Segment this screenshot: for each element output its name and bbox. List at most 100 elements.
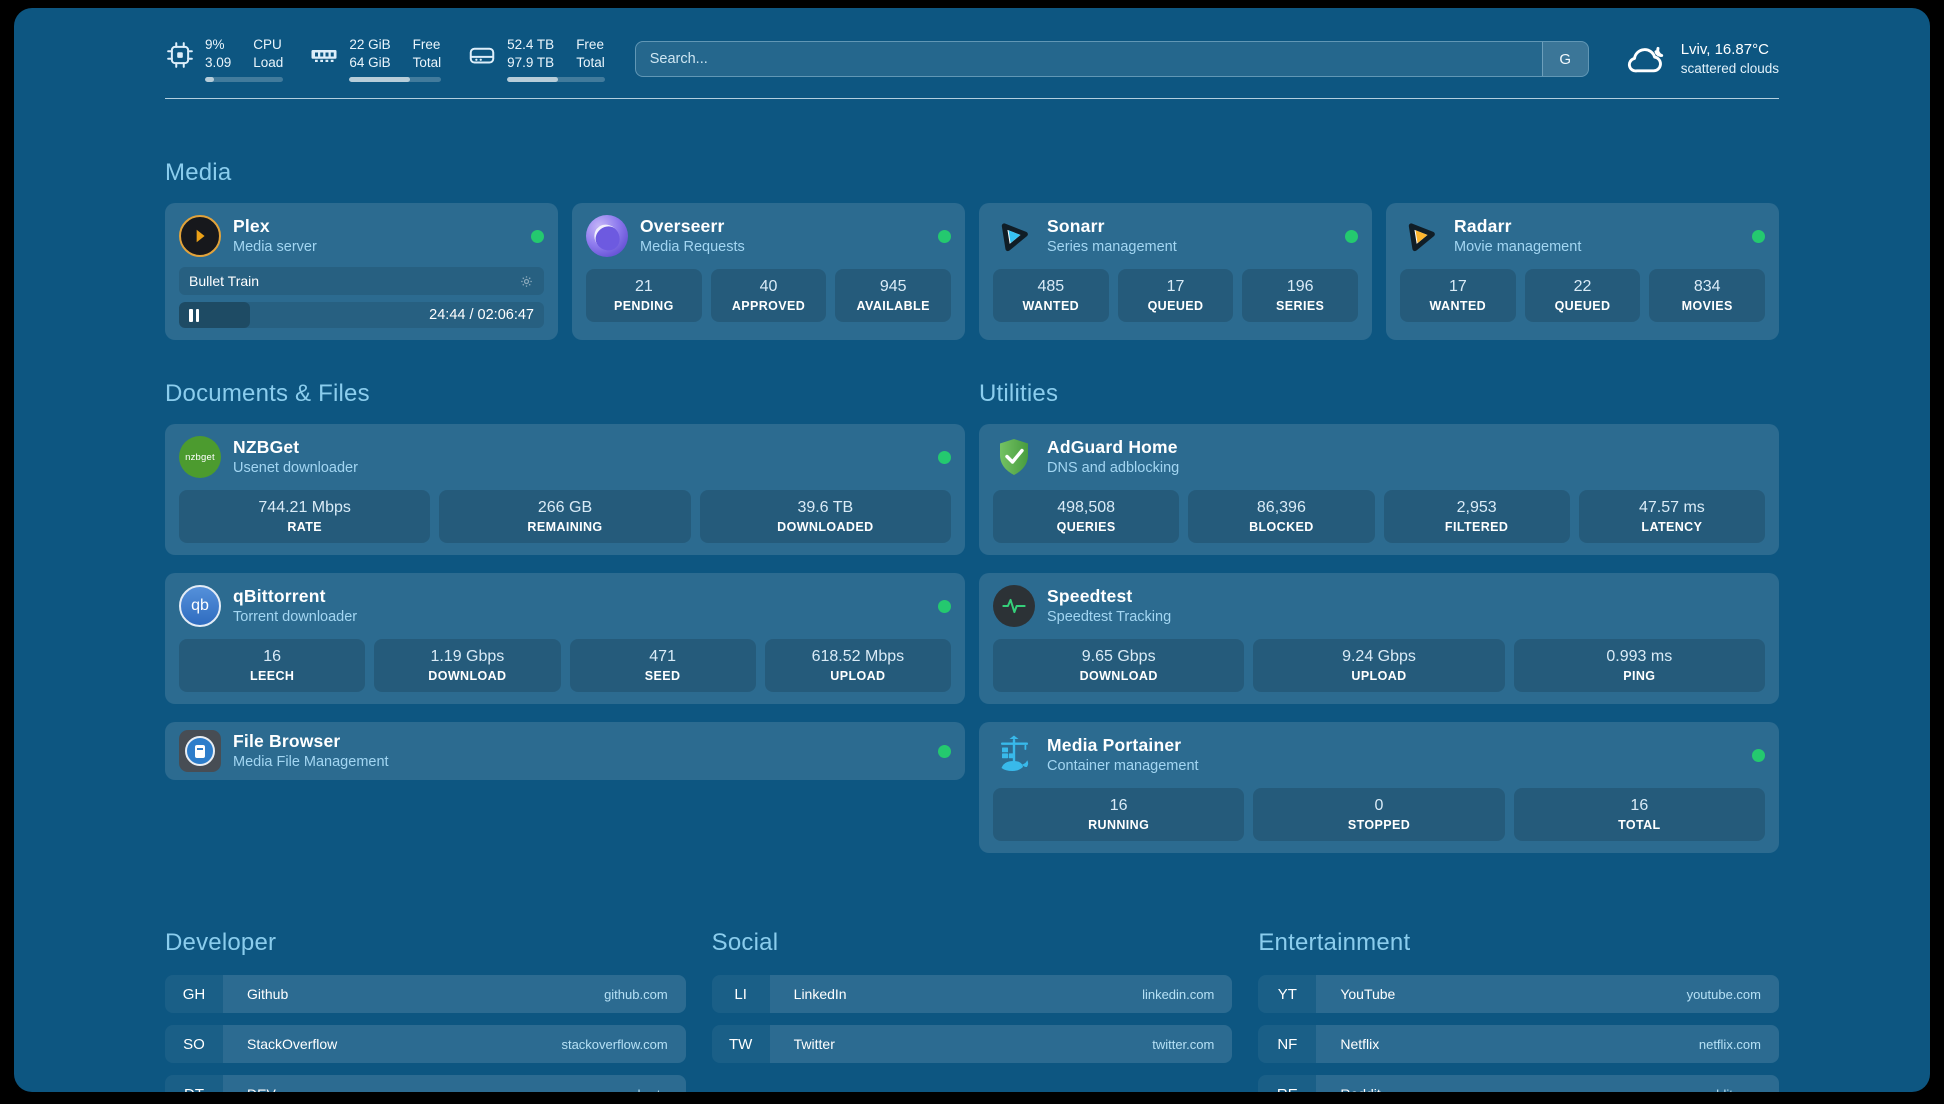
bookmark-url: stackoverflow.com	[561, 1036, 668, 1052]
memory-progress-bar	[349, 77, 442, 82]
plex-icon	[179, 215, 221, 257]
service-card-nzbget[interactable]: nzbget NZBGet Usenet downloader 744.21 M…	[165, 424, 965, 555]
bookmark-name: YouTube	[1340, 986, 1396, 1002]
service-card-speedtest[interactable]: Speedtest Speedtest Tracking 9.65 Gbps D…	[979, 573, 1779, 704]
media-cards-row: Plex Media server Bullet Train	[165, 203, 1779, 340]
bookmark-url: reddit.com	[1700, 1087, 1761, 1093]
bookmark-url: twitter.com	[1152, 1036, 1215, 1052]
bookmarks-row: Developer GH Github github.com SO StackO…	[165, 929, 1779, 1092]
section-title-entertainment: Entertainment	[1258, 929, 1411, 956]
top-bar: 9% 3.09 CPU Load	[165, 36, 1779, 82]
bookmark-abbr: DT	[165, 1075, 223, 1092]
stat-box: 40 APPROVED	[710, 269, 827, 322]
portainer-icon	[993, 734, 1035, 776]
bookmark-github[interactable]: GH Github github.com	[165, 975, 686, 1013]
bookmark-abbr: SO	[165, 1025, 223, 1063]
bookmark-group-entertainment: Entertainment YT YouTube youtube.com NF …	[1258, 929, 1779, 1092]
bookmark-url: netflix.com	[1698, 1036, 1761, 1052]
service-desc: Series management	[1047, 238, 1177, 255]
stat-box: 16 TOTAL	[1513, 788, 1765, 841]
bookmark-stackoverflow[interactable]: SO StackOverflow stackoverflow.com	[165, 1025, 686, 1063]
service-card-adguard[interactable]: AdGuard Home DNS and adblocking 498,508 …	[979, 424, 1779, 555]
memory-widget: 22 GiB 64 GiB Free Total	[309, 36, 442, 82]
memory-total-label: Total	[412, 55, 442, 70]
cpu-progress-bar	[205, 77, 284, 82]
status-dot	[938, 744, 951, 758]
bookmark-url: youtube.com	[1686, 986, 1761, 1002]
service-card-radarr[interactable]: Radarr Movie management 17 WANTED 22 QUE…	[1386, 203, 1779, 340]
service-desc: Container management	[1047, 757, 1199, 774]
gear-icon[interactable]	[519, 274, 534, 289]
stat-box: 471 SEED	[569, 639, 756, 692]
service-card-qbittorrent[interactable]: qb qBittorrent Torrent downloader 16 LEE…	[165, 573, 965, 704]
stat-box: 21 PENDING	[586, 269, 702, 322]
pause-icon[interactable]	[189, 308, 199, 322]
stat-box: 39.6 TB DOWNLOADED	[699, 490, 951, 543]
service-name: AdGuard Home	[1047, 436, 1178, 457]
disk-widget: 52.4 TB 97.9 TB Free Total	[467, 36, 605, 82]
service-card-overseerr[interactable]: Overseerr Media Requests 21 PENDING 40 A…	[572, 203, 965, 340]
service-card-portainer[interactable]: Media Portainer Container management 16 …	[979, 722, 1779, 853]
bookmark-dev[interactable]: DT DEV dev.to	[165, 1075, 686, 1092]
bookmark-url: github.com	[604, 986, 668, 1002]
service-name: Sonarr	[1047, 215, 1105, 236]
status-dot	[938, 450, 951, 464]
status-dot	[1752, 229, 1765, 243]
bookmark-twitter[interactable]: TW Twitter twitter.com	[711, 1025, 1233, 1063]
status-dot	[938, 599, 951, 613]
service-card-filebrowser[interactable]: File Browser Media File Management	[165, 722, 965, 780]
service-name: Plex	[233, 215, 270, 236]
dashboard-page: 9% 3.09 CPU Load	[14, 8, 1930, 1092]
stat-box: 196 SERIES	[1242, 269, 1359, 322]
memory-total-value: 64 GiB	[349, 55, 391, 70]
playback-progress[interactable]: 24:44 / 02:06:47	[179, 302, 544, 328]
cpu-load-value: 3.09	[205, 55, 232, 70]
bookmark-name: LinkedIn	[793, 986, 847, 1002]
stat-box: 485 WANTED	[993, 269, 1109, 322]
stat-box: 2,953 FILTERED	[1383, 490, 1570, 543]
bookmark-name: Reddit	[1340, 1086, 1380, 1092]
resource-widgets: 9% 3.09 CPU Load	[165, 36, 605, 82]
service-name: Media Portainer	[1047, 734, 1182, 755]
service-desc: Media server	[233, 238, 317, 255]
bookmark-name: Twitter	[793, 1036, 835, 1052]
bookmark-group-developer: Developer GH Github github.com SO StackO…	[165, 929, 686, 1092]
stat-box: 0 STOPPED	[1253, 788, 1505, 841]
stat-box: 17 WANTED	[1400, 269, 1516, 322]
stat-box: 47.57 ms LATENCY	[1578, 490, 1765, 543]
disk-progress-bar	[507, 77, 605, 82]
bookmark-abbr: GH	[165, 975, 223, 1013]
service-desc: Usenet downloader	[233, 459, 358, 476]
cloud-icon	[1627, 46, 1663, 73]
service-card-sonarr[interactable]: Sonarr Series management 485 WANTED 17 Q…	[979, 203, 1372, 340]
stat-box: 9.24 Gbps UPLOAD	[1253, 639, 1505, 692]
service-card-plex[interactable]: Plex Media server Bullet Train	[165, 203, 558, 340]
disk-total-label: Total	[576, 55, 605, 70]
filebrowser-icon	[179, 730, 221, 772]
service-desc: Torrent downloader	[233, 608, 358, 625]
search-input[interactable]	[635, 51, 1542, 67]
bookmark-abbr: TW	[711, 1025, 770, 1063]
bookmark-url: dev.to	[633, 1087, 667, 1093]
bookmark-name: Github	[247, 986, 289, 1002]
service-name: Overseerr	[640, 215, 725, 236]
bookmark-name: DEV	[247, 1086, 276, 1092]
disk-free-label: Free	[576, 37, 604, 52]
now-playing-row: Bullet Train	[179, 267, 544, 295]
memory-icon	[311, 50, 337, 62]
service-desc: Media Requests	[640, 238, 745, 255]
weather-location-temp: Lviv, 16.87°C	[1680, 41, 1769, 58]
bookmark-linkedin[interactable]: LI LinkedIn linkedin.com	[711, 975, 1233, 1013]
search-engine-button[interactable]: G	[1541, 42, 1588, 76]
bookmark-netflix[interactable]: NF Netflix netflix.com	[1258, 1025, 1779, 1063]
bookmark-abbr: RE	[1258, 1075, 1317, 1092]
now-playing-title: Bullet Train	[189, 273, 260, 289]
bookmark-youtube[interactable]: YT YouTube youtube.com	[1258, 975, 1779, 1013]
service-name: NZBGet	[233, 436, 300, 457]
status-dot	[531, 229, 544, 243]
stat-box: 834 MOVIES	[1649, 269, 1766, 322]
bookmark-reddit[interactable]: RE Reddit reddit.com	[1258, 1075, 1779, 1092]
stat-box: 744.21 Mbps RATE	[179, 490, 431, 543]
service-name: File Browser	[233, 730, 341, 751]
memory-free-label: Free	[412, 37, 441, 52]
